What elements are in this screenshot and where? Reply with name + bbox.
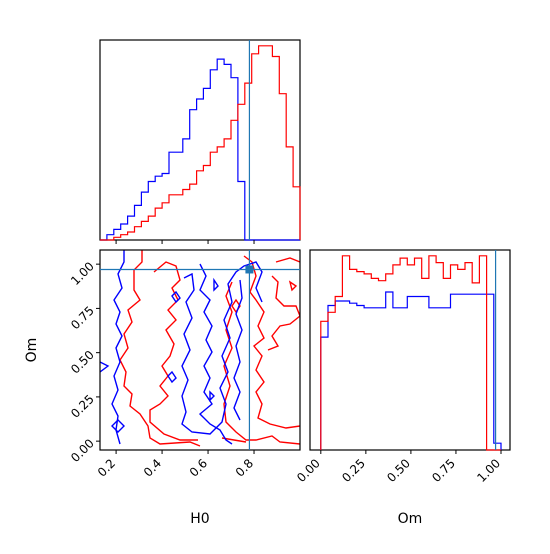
blue-contour-left-bump [100,361,110,373]
contour-panel: 0.2 0.4 0.6 0.8 0.00 0.25 0.50 0.75 1.00 H0 Om [24,249,301,527]
contour-x-tick-label: 0.8 [233,456,256,479]
blue-contour-right-outer [198,263,233,445]
contour-y-ticks: 0.00 0.25 0.50 0.75 1.00 [68,259,100,465]
red-contour-small-2 [288,280,298,292]
red-contours [119,250,300,447]
blue-contour-ring-right [233,279,243,421]
contour-y-tick-label: 0.50 [68,348,97,377]
red-contour-inner [223,281,300,445]
blue-contour-small-3 [167,370,177,384]
om-histogram-panel: 0.00 0.25 0.50 0.75 1.00 Om [294,249,511,527]
contour-y-tick-label: 1.00 [68,259,97,288]
red-contour-right-outer [243,255,300,429]
contour-x-tick-label: 0.4 [141,456,164,479]
om-histogram-frame [309,249,511,451]
h0-histogram-frame [99,39,301,241]
h0-histogram-series [100,45,301,241]
blue-contour-small-4 [213,277,219,292]
blue-contour-small-2 [171,290,181,304]
h0-histogram-panel [99,39,301,244]
red-contour-small-1 [231,298,241,314]
contour-truth-marker [245,265,254,274]
contour-x-ticks: 0.2 0.4 0.6 0.8 [95,450,256,480]
h0-histogram-ticks [115,240,255,244]
histogram-series-0 [100,58,300,241]
om-x-label: Om [398,511,423,527]
contour-x-tick-label: 0.2 [95,456,118,479]
om-x-tick-label: 0.00 [294,456,323,485]
om-x-tick-label: 0.75 [429,456,458,485]
histogram-series-0 [320,291,502,450]
om-x-tick-label: 0.50 [384,456,413,485]
blue-contour-small [111,419,125,433]
histogram-series-1 [100,45,301,241]
blue-contour-outer [111,250,125,445]
contour-y-tick-label: 0.75 [68,303,97,332]
om-histogram-series [320,255,502,451]
red-contour-right-mid [275,257,300,263]
contour-y-label: Om [24,338,40,363]
om-x-tick-label: 0.25 [339,456,368,485]
contour-frame [99,249,301,451]
om-x-tick-label: 1.00 [474,456,503,485]
red-contour-mid [149,261,198,441]
blue-contour-small-5 [209,390,215,402]
red-contour-outer [119,250,201,447]
om-x-ticks: 0.00 0.25 0.50 0.75 1.00 [294,450,503,485]
histogram-series-1 [320,255,501,451]
contour-x-label: H0 [190,511,209,527]
contour-y-tick-label: 0.00 [68,436,97,465]
blue-contours [100,250,263,445]
red-contour-right-ring [267,275,300,351]
contour-x-tick-label: 0.6 [187,456,210,479]
contour-y-tick-label: 0.25 [68,392,97,421]
